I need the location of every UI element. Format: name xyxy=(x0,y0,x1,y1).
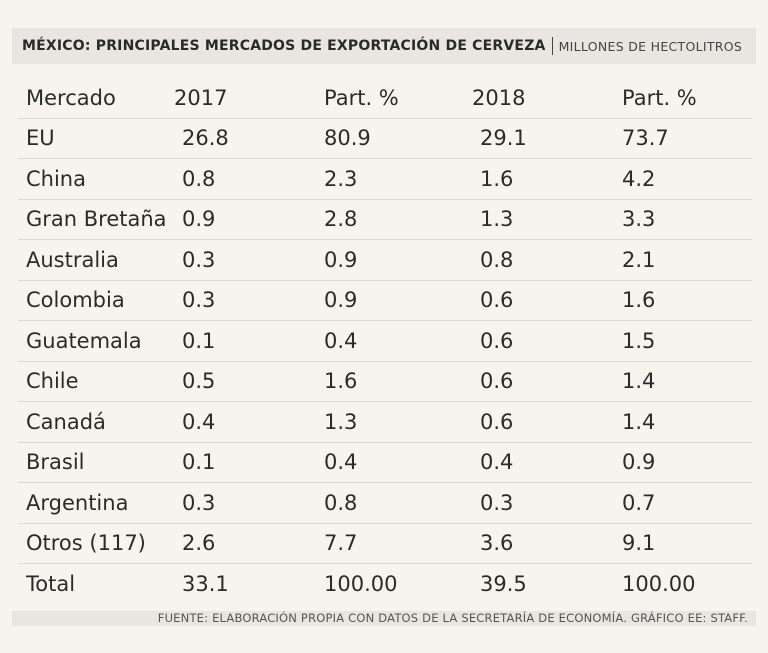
value-cell: 2.8 xyxy=(318,198,468,240)
value-cell: 0.6 xyxy=(468,279,610,321)
value-cell: 0.4 xyxy=(318,320,468,361)
value-cell: 0.8 xyxy=(170,158,318,199)
value-cell: 0.7 xyxy=(610,482,752,523)
table-body: EU 26.8 80.9 29.1 73.7 China 0.8 2.3 1.6 4.2 Gran … xyxy=(18,117,752,604)
value-cell: 0.4 xyxy=(170,401,318,442)
value-cell: 0.4 xyxy=(468,441,610,483)
value-cell: 26.8 xyxy=(170,117,318,159)
value-cell: 2.1 xyxy=(610,239,752,280)
table-row: Chile 0.5 1.6 0.6 1.4 xyxy=(18,360,752,402)
value-cell: 2.3 xyxy=(318,158,468,199)
market-cell: Chile xyxy=(18,360,170,402)
value-cell: 0.9 xyxy=(318,279,468,321)
source-footer: FUENTE: ELABORACIÓN PROPIA CON DATOS DE … xyxy=(12,611,756,626)
value-cell: 1.3 xyxy=(468,198,610,240)
market-cell: Canadá xyxy=(18,401,170,442)
value-cell: 100.00 xyxy=(318,563,468,604)
total-row: Total 33.1 100.00 39.5 100.00 xyxy=(18,563,752,604)
value-cell: 0.9 xyxy=(610,441,752,483)
value-cell: 1.3 xyxy=(318,401,468,442)
value-cell: 1.6 xyxy=(610,279,752,321)
value-cell: 0.8 xyxy=(468,239,610,280)
value-cell: 0.3 xyxy=(170,239,318,280)
value-cell: 0.6 xyxy=(468,320,610,361)
value-cell: 1.4 xyxy=(610,401,752,442)
value-cell: 29.1 xyxy=(468,117,610,159)
table-row: Canadá 0.4 1.3 0.6 1.4 xyxy=(18,401,752,442)
value-cell: 1.4 xyxy=(610,360,752,402)
value-cell: 0.3 xyxy=(468,482,610,523)
value-cell: 0.8 xyxy=(318,482,468,523)
value-cell: 9.1 xyxy=(610,522,752,564)
value-cell: 3.3 xyxy=(610,198,752,240)
value-cell: 0.3 xyxy=(170,279,318,321)
table-row: Otros (117) 2.6 7.7 3.6 9.1 xyxy=(18,522,752,564)
table-row: Guatemala 0.1 0.4 0.6 1.5 xyxy=(18,320,752,361)
market-cell: Otros (117) xyxy=(18,522,170,564)
value-cell: 0.6 xyxy=(468,401,610,442)
chart-header: MÉXICO: PRINCIPALES MERCADOS DE EXPORTAC… xyxy=(12,28,756,64)
market-cell: Australia xyxy=(18,239,170,280)
data-table: Mercado 2017 Part. % 2018 Part. % EU 26.8 80.9… xyxy=(18,78,752,604)
market-cell: Guatemala xyxy=(18,320,170,361)
table-row: EU 26.8 80.9 29.1 73.7 xyxy=(18,117,752,159)
market-cell: China xyxy=(18,158,170,199)
value-cell: 100.00 xyxy=(610,563,752,604)
market-cell: Gran Bretaña xyxy=(18,198,170,240)
value-cell: 0.3 xyxy=(170,482,318,523)
value-cell: 0.9 xyxy=(170,198,318,240)
table-row: Brasil 0.1 0.4 0.4 0.9 xyxy=(18,441,752,483)
table-row: Argentina 0.3 0.8 0.3 0.7 xyxy=(18,482,752,523)
table-row: China 0.8 2.3 1.6 4.2 xyxy=(18,158,752,199)
value-cell: 0.5 xyxy=(170,360,318,402)
value-cell: 1.6 xyxy=(318,360,468,402)
value-cell: 3.6 xyxy=(468,522,610,564)
market-cell: Total xyxy=(18,563,170,604)
column-header: Part. % xyxy=(324,85,399,110)
chart-title: MÉXICO: PRINCIPALES MERCADOS DE EXPORTAC… xyxy=(22,38,546,54)
column-header: Mercado xyxy=(26,85,116,110)
value-cell: 4.2 xyxy=(610,158,752,199)
market-cell: EU xyxy=(18,117,170,159)
value-cell: 80.9 xyxy=(318,117,468,159)
value-cell: 39.5 xyxy=(468,563,610,604)
table-row: Gran Bretaña 0.9 2.8 1.3 3.3 xyxy=(18,198,752,240)
table-row: Colombia 0.3 0.9 0.6 1.6 xyxy=(18,279,752,321)
value-cell: 2.6 xyxy=(170,522,318,564)
value-cell: 0.9 xyxy=(318,239,468,280)
data-table-container: Mercado 2017 Part. % 2018 Part. % EU 26.8 80.9… xyxy=(18,78,752,604)
value-cell: 0.1 xyxy=(170,320,318,361)
value-cell: 33.1 xyxy=(170,563,318,604)
market-cell: Brasil xyxy=(18,441,170,483)
column-header: 2018 xyxy=(472,85,526,110)
value-cell: 0.1 xyxy=(170,441,318,483)
value-cell: 1.6 xyxy=(468,158,610,199)
value-cell: 0.6 xyxy=(468,360,610,402)
table-header-row: Mercado 2017 Part. % 2018 Part. % xyxy=(18,78,752,118)
column-header: Part. % xyxy=(622,85,697,110)
value-cell: 7.7 xyxy=(318,522,468,564)
column-header: 2017 xyxy=(174,85,228,110)
value-cell: 73.7 xyxy=(610,117,752,159)
chart-units: MILLONES DE HECTOLITROS xyxy=(558,38,743,54)
table-row: Australia 0.3 0.9 0.8 2.1 xyxy=(18,239,752,280)
market-cell: Colombia xyxy=(18,279,170,321)
title-separator xyxy=(551,37,553,55)
value-cell: 1.5 xyxy=(610,320,752,361)
market-cell: Argentina xyxy=(18,482,170,523)
value-cell: 0.4 xyxy=(318,441,468,483)
